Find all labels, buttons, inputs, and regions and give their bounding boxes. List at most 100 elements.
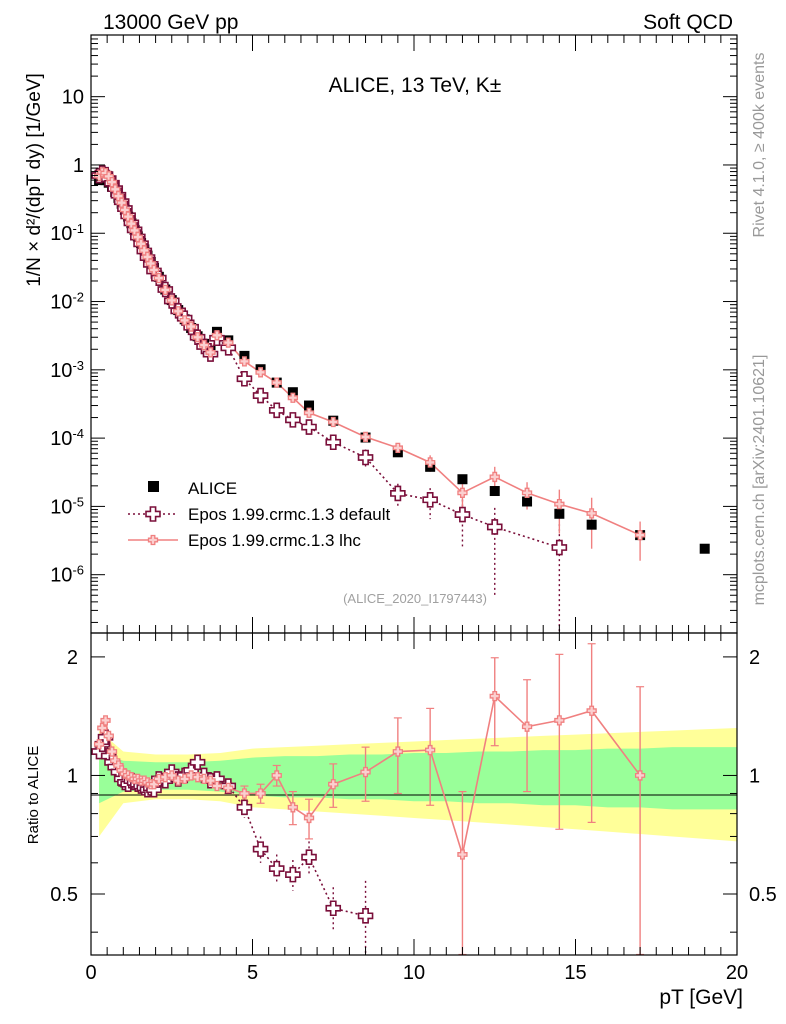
default-point xyxy=(325,434,342,451)
ratio-x-tick-label: 20 xyxy=(726,962,748,984)
ratio-lhc-point xyxy=(255,788,266,799)
ratio-y-axis: 0.5 0.5 1 1 2 2 xyxy=(50,647,777,933)
ratio-default-point xyxy=(189,754,206,771)
legend-lhc-label: Epos 1.99.crmc.1.3 lhc xyxy=(188,531,361,550)
alice-point xyxy=(239,350,250,361)
ratio-lhc-point xyxy=(586,705,597,716)
main-title: ALICE, 13 TeV, K± xyxy=(329,74,502,97)
default-point xyxy=(390,485,406,502)
legend-lhc-marker xyxy=(147,534,159,546)
ratio-default-point xyxy=(325,900,342,917)
lhc-point xyxy=(122,211,134,222)
default-point xyxy=(486,519,503,535)
legend-alice-label: ALICE xyxy=(188,479,237,498)
ratio-lhc-point xyxy=(271,770,282,781)
lhc-point xyxy=(328,416,339,428)
main-x-ticks xyxy=(90,35,738,633)
ratio-y-tick-label-left: 1 xyxy=(67,765,78,787)
lhc-point xyxy=(148,264,160,276)
default-point xyxy=(236,370,253,387)
ratio-lhc-point xyxy=(100,715,111,726)
lhc-point xyxy=(586,508,597,519)
lhc-point xyxy=(211,330,223,341)
default-point xyxy=(301,419,317,435)
ratio-lhc-point xyxy=(392,746,403,757)
ratio-y-tick-label-left: 0.5 xyxy=(50,884,78,906)
ratio-y-tick-label-left: 2 xyxy=(67,647,78,669)
main-y-tick-label: 10-3 xyxy=(50,357,84,382)
main-y-tick-label: 10-2 xyxy=(50,289,84,314)
lhc-point xyxy=(239,356,250,367)
main-y-tick-label: 10-5 xyxy=(50,494,84,519)
main-y-tick-label: 1 xyxy=(73,155,84,177)
ratio-lhc-point xyxy=(303,812,315,824)
lhc-point xyxy=(205,347,216,358)
lhc-point xyxy=(521,487,533,498)
lhc-point xyxy=(223,337,234,348)
lhc-line xyxy=(98,171,641,536)
lhc-point xyxy=(116,197,127,208)
lhc-point xyxy=(271,377,282,388)
lhc-point xyxy=(166,295,177,306)
alice-point xyxy=(522,496,533,507)
lhc-point xyxy=(106,177,118,188)
lhc-point xyxy=(160,284,171,296)
default-point xyxy=(268,402,285,419)
default-point xyxy=(357,449,374,466)
main-y-tick-label: 10-1 xyxy=(50,221,84,246)
ratio-lhc-point xyxy=(223,782,234,794)
ratio-lhc-point xyxy=(360,766,371,778)
lhc-point xyxy=(554,498,565,510)
ratio-lhc-point xyxy=(328,779,339,790)
watermark: (ALICE_2020_I1797443) xyxy=(343,591,487,606)
default-point xyxy=(551,539,568,556)
lhc-point xyxy=(489,471,500,483)
default-point xyxy=(285,412,301,428)
main-y-label: 1/N × d²/(dpT dy) [1/GeV] xyxy=(24,73,45,287)
lhc-point xyxy=(192,332,203,343)
lhc-point xyxy=(287,392,299,403)
ratio-y-tick-label-right: 0.5 xyxy=(749,884,777,906)
lhc-point xyxy=(153,273,164,284)
ratio-panel: 0.5 0.5 1 1 2 2 0 5 10 15 20 Ratio to ALICE pT [G… xyxy=(25,632,777,1009)
main-panel: 10-6 10-5 10-4 10-3 10-2 10-1 1 10 ALICE, 13 Te… xyxy=(24,34,738,634)
ratio-lhc-point xyxy=(457,849,468,860)
rivet-label: Rivet 4.1.0, ≥ 400k events xyxy=(751,53,768,238)
ratio-lhc-point xyxy=(634,770,646,781)
ratio-lhc-point xyxy=(287,802,299,813)
ratio-lhc-point xyxy=(521,721,533,732)
lhc-point xyxy=(173,306,184,317)
lhc-point xyxy=(392,442,403,454)
ratio-lhc-point xyxy=(489,690,500,702)
lhc-point xyxy=(303,407,315,418)
ratio-bands xyxy=(99,727,737,842)
lhc-point xyxy=(198,339,210,351)
ratio-lhc-point xyxy=(106,746,118,757)
alice-point xyxy=(586,519,597,530)
ratio-lhc-point xyxy=(93,739,105,750)
lhc-point xyxy=(255,367,266,378)
alice-point xyxy=(699,543,710,554)
lhc-point xyxy=(425,457,436,468)
default-point xyxy=(454,506,471,523)
legend-default-label: Epos 1.99.crmc.1.3 default xyxy=(188,505,391,524)
ratio-lhc-point xyxy=(239,788,250,799)
lhc-point xyxy=(360,431,371,443)
x-axis-label: pT [GeV] xyxy=(659,986,743,1009)
ratio-default-point xyxy=(357,908,374,924)
ratio-lhc-point xyxy=(179,773,190,785)
ratio-y-label: Ratio to ALICE xyxy=(25,746,42,844)
legend: ALICE Epos 1.99.crmc.1.3 default Epos 1.99… xyxy=(128,479,391,550)
main-y-tick-label: 10 xyxy=(62,87,84,109)
ratio-x-tick-label: 5 xyxy=(247,962,258,984)
ratio-lhc-point xyxy=(554,715,565,726)
ratio-lhc-point xyxy=(148,779,160,790)
lhc-point xyxy=(634,529,646,541)
main-y-axis: 10-6 10-5 10-4 10-3 10-2 10-1 1 10 xyxy=(50,34,737,623)
alice-point xyxy=(554,508,565,519)
alice-point xyxy=(489,486,500,497)
default-point xyxy=(252,387,269,404)
ratio-lhc-point xyxy=(425,744,436,756)
header-right: Soft QCD xyxy=(643,11,733,34)
